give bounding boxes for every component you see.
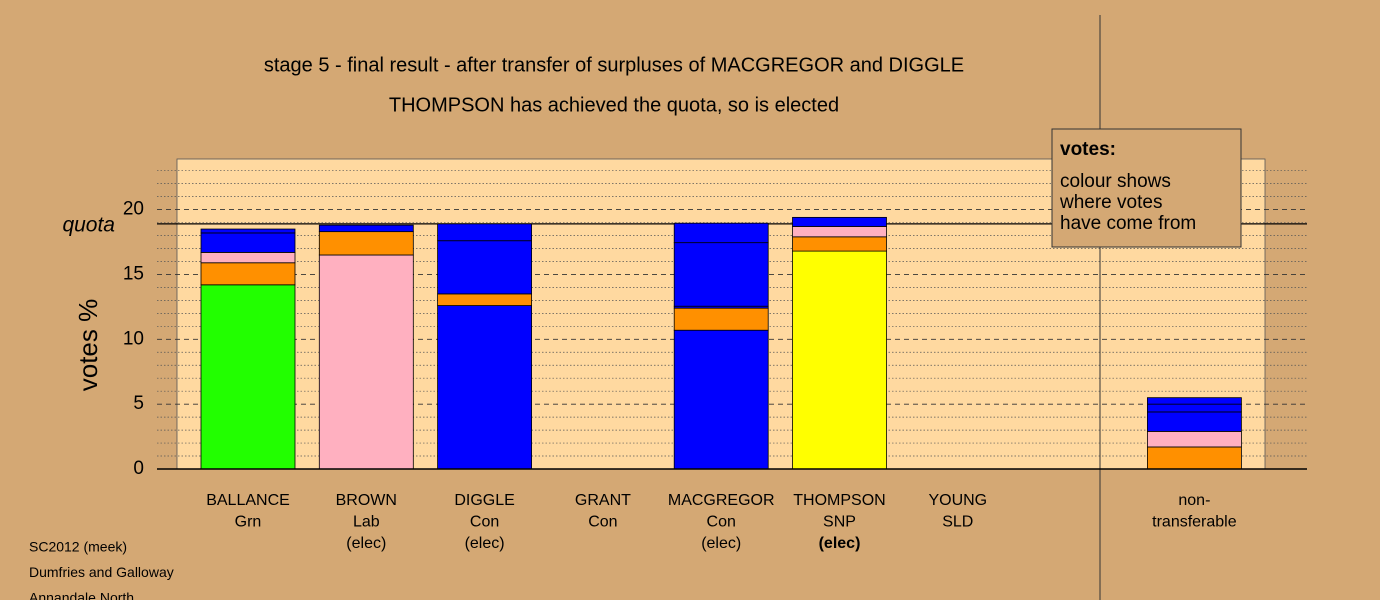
x-tick-label: (elec) <box>465 535 505 552</box>
legend-title: votes: <box>1060 139 1116 160</box>
quota-label: quota <box>62 213 115 236</box>
x-tick-label: THOMPSON <box>793 492 885 509</box>
bar-segment <box>200 232 296 253</box>
footer-text: SC2012 (meek) <box>29 539 127 555</box>
bar-segment <box>1147 446 1242 470</box>
bar-segment <box>673 307 769 331</box>
bar-segment <box>792 250 887 470</box>
x-tick-label: Con <box>707 514 736 531</box>
bar-segment <box>1147 430 1242 448</box>
bar-segment <box>437 223 533 242</box>
footer-text: Dumfries and Galloway <box>29 564 174 580</box>
x-tick-label: SLD <box>942 514 973 531</box>
x-tick-label: Con <box>470 514 499 531</box>
y-tick-label: 0 <box>133 458 144 479</box>
legend-text: have come from <box>1060 213 1196 234</box>
x-tick-label: YOUNG <box>928 492 987 509</box>
x-tick-label: SNP <box>823 514 856 531</box>
bar-segment <box>792 226 887 238</box>
bar-segment <box>437 305 533 470</box>
x-tick-label: BALLANCE <box>206 492 290 509</box>
bar-segment <box>673 242 769 307</box>
x-tick-label: (elec) <box>819 535 861 552</box>
bar-segment <box>792 216 887 227</box>
bar-segment <box>437 240 533 295</box>
x-tick-label: DIGGLE <box>454 492 514 509</box>
x-tick-label: non- <box>1178 492 1210 509</box>
bar-segment <box>318 224 414 233</box>
bar-segment <box>200 262 296 286</box>
y-axis-label: votes % <box>73 299 103 392</box>
bar-segment <box>673 329 769 470</box>
y-tick-label: 10 <box>123 328 144 349</box>
y-tick-label: 5 <box>133 393 144 414</box>
bar-segment <box>200 228 296 234</box>
bar-segment <box>1147 411 1242 432</box>
x-tick-label: transferable <box>1152 514 1237 531</box>
chart-title: stage 5 - final result - after transfer … <box>264 54 964 76</box>
bar-segment <box>318 231 414 256</box>
bar-segment <box>318 254 414 470</box>
bar-segment <box>200 284 296 470</box>
x-tick-label: BROWN <box>336 492 397 509</box>
legend-box <box>1051 128 1242 248</box>
x-tick-label: GRANT <box>575 492 631 509</box>
footer-text: Annandale North <box>29 590 134 600</box>
bar-segment <box>437 293 533 306</box>
x-tick-label: (elec) <box>346 535 386 552</box>
bar-segment <box>1147 403 1242 413</box>
x-tick-label: Grn <box>235 514 262 531</box>
x-tick-label: Lab <box>353 514 380 531</box>
y-tick-label: 20 <box>123 199 144 220</box>
legend-text: colour shows <box>1060 171 1171 192</box>
bar-segment <box>792 236 887 252</box>
chart-subtitle: THOMPSON has achieved the quota, so is e… <box>389 94 839 116</box>
x-tick-label: Con <box>588 514 617 531</box>
legend-text: where votes <box>1059 192 1162 213</box>
y-tick-label: 15 <box>123 263 144 284</box>
x-tick-label: (elec) <box>701 535 741 552</box>
bar-segment <box>673 222 769 244</box>
bar-segment <box>1147 397 1242 405</box>
bar-segment <box>200 251 296 264</box>
x-tick-label: MACGREGOR <box>668 492 775 509</box>
